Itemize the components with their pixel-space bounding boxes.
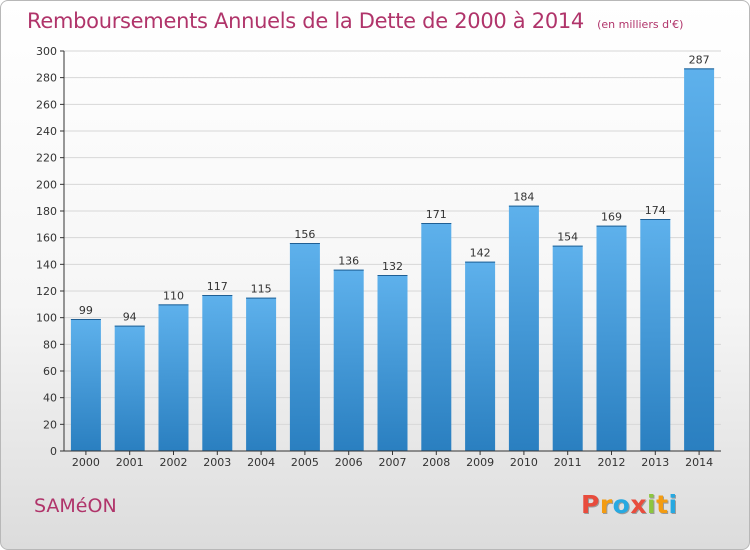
bar [202, 295, 233, 451]
y-tick-label: 200 [36, 178, 57, 191]
bar-value-label: 117 [207, 280, 228, 293]
x-tick-label: 2002 [160, 456, 188, 469]
chart-subtitle: (en milliers d'€) [597, 18, 684, 31]
proxiti-logo: Proxiti [581, 490, 678, 519]
x-tick-label: 2008 [422, 456, 450, 469]
bar [246, 297, 277, 451]
logo-letter: r [599, 490, 613, 519]
x-tick-label: 2013 [641, 456, 669, 469]
bar [421, 223, 452, 451]
logo-letter: P [581, 490, 600, 519]
bar [640, 219, 671, 451]
x-tick-label: 2005 [291, 456, 319, 469]
title-row: Remboursements Annuels de la Dette de 20… [27, 9, 683, 33]
y-tick-label: 160 [36, 232, 57, 245]
bar-value-label: 99 [79, 304, 93, 317]
bar-value-label: 132 [382, 260, 403, 273]
bar [508, 205, 539, 451]
bar [377, 275, 408, 451]
y-tick-label: 40 [43, 392, 57, 405]
bar-value-label: 110 [163, 289, 184, 302]
bar-value-label: 115 [251, 283, 272, 296]
y-tick-label: 260 [36, 98, 57, 111]
x-tick-label: 2011 [554, 456, 582, 469]
axes [60, 50, 721, 455]
x-tick-label: 2012 [598, 456, 626, 469]
y-tick-label: 100 [36, 312, 57, 325]
bar-value-label: 169 [601, 211, 622, 224]
y-tick-label: 20 [43, 418, 57, 431]
x-tick-label: 2000 [72, 456, 100, 469]
y-tick-label: 120 [36, 285, 57, 298]
logo-letter: x [630, 490, 647, 519]
x-tick-label: 2010 [510, 456, 538, 469]
bar-value-label: 184 [513, 191, 534, 204]
bar [465, 261, 496, 451]
y-tick-label: 220 [36, 152, 57, 165]
y-tick-label: 0 [50, 445, 57, 458]
logo-letter: o [612, 490, 631, 519]
y-tick-label: 80 [43, 338, 57, 351]
y-tick-label: 180 [36, 205, 57, 218]
bar-value-label: 94 [123, 311, 137, 324]
bar-value-label: 287 [689, 53, 710, 66]
commune-name: SAMéON [34, 495, 117, 517]
x-tick-label: 2009 [466, 456, 494, 469]
y-tick-label: 280 [36, 72, 57, 85]
bar [684, 68, 715, 451]
y-tick-label: 240 [36, 125, 57, 138]
bar-value-label: 174 [645, 204, 666, 217]
x-tick-label: 2006 [335, 456, 363, 469]
logo-letter: i [668, 490, 678, 519]
bars [70, 68, 715, 451]
bar-value-label: 136 [338, 255, 359, 268]
y-tick-label: 300 [36, 45, 57, 58]
x-tick-label: 2004 [247, 456, 275, 469]
y-tick-label: 60 [43, 365, 57, 378]
x-tick-label: 2014 [685, 456, 713, 469]
bar-value-label: 171 [426, 208, 447, 221]
x-tick-label: 2007 [379, 456, 407, 469]
y-tick-label: 140 [36, 258, 57, 271]
bar [114, 325, 145, 451]
bar [333, 269, 364, 451]
bar [596, 225, 627, 451]
bar [289, 243, 320, 451]
bar-value-label: 154 [557, 231, 578, 244]
x-tick-label: 2001 [116, 456, 144, 469]
bar [552, 245, 583, 451]
logo-letter: t [656, 490, 669, 519]
chart-title: Remboursements Annuels de la Dette de 20… [27, 9, 584, 33]
labels: 0 20 40 60 80 100 120 140 160 180 200 220 240 260 280 3… [36, 45, 713, 469]
bar [158, 304, 189, 451]
bar-value-label: 156 [294, 228, 315, 241]
bar [70, 319, 101, 451]
x-tick-label: 2003 [203, 456, 231, 469]
bar-value-label: 142 [470, 247, 491, 260]
logo-letter: i [647, 490, 657, 519]
